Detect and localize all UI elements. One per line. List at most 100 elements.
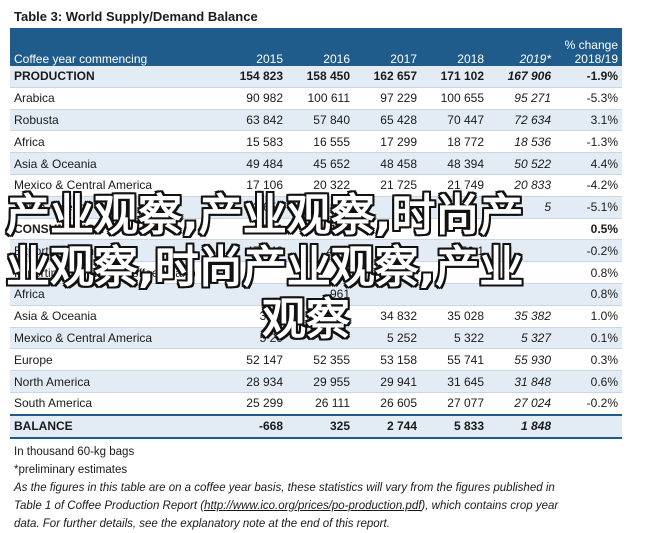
row-pct-change: -0.2% — [555, 392, 622, 416]
row-value — [488, 218, 555, 241]
row-value: 155 1 — [220, 218, 287, 241]
supply-demand-table-container: Table 3: World Supply/Demand Balance Cof… — [10, 6, 622, 533]
production-report-link[interactable]: http://www.ico.org/prices/po-production.… — [204, 499, 422, 512]
row-value: 29 941 — [354, 370, 421, 393]
row-value: 72 651 — [220, 196, 287, 219]
row-value: 158 — [287, 218, 354, 241]
row-value: 2 744 — [354, 413, 421, 439]
row-pct-change: -5.1% — [555, 196, 622, 219]
row-label: BALANCE — [10, 413, 220, 439]
table-row: CONSUMPTION 155 1 158 0.5% — [10, 218, 622, 241]
row-value: 20 322 — [287, 174, 354, 197]
table-row: Mexico & Central America 17 106 20 322 21 7… — [10, 174, 622, 197]
row-value: 5 29 — [220, 327, 287, 350]
row-value: 47 548 — [220, 239, 287, 263]
row-pct-change: -5.3% — [555, 87, 622, 110]
header-year: 2015 — [220, 28, 287, 66]
table-row: North America 28 934 29 955 29 941 31 645 31 … — [10, 370, 622, 393]
table-notes: In thousand 60-kg bags *preliminary esti… — [10, 443, 622, 533]
explanation-line-2: Table 1 of Coffee Production Report (htt… — [14, 497, 622, 515]
row-value: 18 772 — [421, 130, 488, 154]
row-label: Arabica — [10, 87, 220, 110]
row-value: 50 1 — [421, 239, 488, 263]
explanation-text: Table 1 of Coffee Production Report ( — [14, 499, 205, 512]
row-value: 17 299 — [354, 130, 421, 154]
row-label: Africa — [10, 130, 220, 154]
header-label: Coffee year commencing — [10, 28, 220, 66]
row-pct-change — [555, 413, 622, 439]
row-value — [354, 283, 421, 306]
explanation-line-3: data. For further details, see the expla… — [14, 517, 390, 530]
row-label: North America — [10, 370, 220, 393]
row-value: 48 5 — [287, 239, 354, 263]
row-pct-change: 3.1% — [555, 109, 622, 132]
row-label: Robusta — [10, 109, 220, 132]
row-label: Mexico & Central America — [10, 327, 220, 350]
row-value: 95 271 — [488, 87, 555, 110]
row-value: 16 555 — [287, 130, 354, 154]
table-row: Exporting countries 47 548 48 5 49 793 50 1 -… — [10, 239, 622, 263]
row-pct-change: 0.1% — [555, 327, 622, 350]
header-year: 2016 — [287, 28, 354, 66]
table-row: Europe 52 147 52 355 53 158 55 741 55 930 0.3% — [10, 348, 622, 372]
explanation-text: ), which contains crop year — [421, 499, 559, 512]
row-value — [421, 196, 488, 219]
table-row: Arabica 90 982 100 611 97 229 100 655 95 271-… — [10, 87, 622, 110]
row-value: 21 749 — [421, 174, 488, 197]
row-pct-change: -1.3% — [555, 130, 622, 154]
row-value: 63 842 — [220, 109, 287, 132]
header-pct-line2: 2018/19 — [574, 52, 618, 66]
row-value — [421, 283, 488, 306]
row-value — [354, 218, 421, 241]
row-value: 53 158 — [354, 348, 421, 372]
row-value: 26 111 — [287, 392, 354, 416]
table-row: Asia & Oceania 49 484 45 652 48 458 48 394 50… — [10, 152, 622, 175]
row-value: 29 955 — [287, 370, 354, 393]
row-value: 25 299 — [220, 392, 287, 416]
row-value: 49 484 — [220, 152, 287, 175]
table-row: Asia & Oceania 32 8 34 832 35 028 35 382 1.0% — [10, 305, 622, 328]
header-row: Coffee year commencing 2015 2016 2017 20… — [10, 28, 622, 66]
row-value: 100 611 — [287, 87, 354, 110]
row-value: 32 8 — [220, 305, 287, 328]
row-value: 35 028 — [421, 305, 488, 328]
row-value: -668 — [220, 413, 287, 439]
row-value: 70 447 — [421, 109, 488, 132]
header-year: 2017 — [354, 28, 421, 66]
row-value: 55 930 — [488, 348, 555, 372]
row-value: 34 832 — [354, 305, 421, 328]
row-label: Exporting countries — [10, 239, 220, 263]
row-value — [488, 261, 555, 284]
row-pct-change: 0.3% — [555, 348, 622, 372]
table-row: Africa 961 0.8% — [10, 283, 622, 306]
table-row: BALANCE -668 325 2 744 5 833 1 848 — [10, 413, 622, 439]
row-value — [488, 283, 555, 306]
row-value — [220, 261, 287, 284]
row-label: South America — [10, 392, 220, 416]
row-value: 1 848 — [488, 413, 555, 439]
row-value — [354, 261, 421, 284]
row-value: 5 322 — [421, 327, 488, 350]
row-value: 154 823 — [220, 66, 287, 88]
row-label: Asia & Oceania — [10, 152, 220, 175]
row-value: 45 652 — [287, 152, 354, 175]
row-value: 48 394 — [421, 152, 488, 175]
table-row: PRODUCTION 154 823 158 450 162 657 171 102 16… — [10, 66, 622, 88]
row-value: 28 934 — [220, 370, 287, 393]
row-value: 31 848 — [488, 370, 555, 393]
row-value: 52 147 — [220, 348, 287, 372]
row-value: 158 450 — [287, 66, 354, 88]
row-pct-change: -1.9% — [555, 66, 622, 88]
row-pct-change: 0.6% — [555, 370, 622, 393]
row-value: 65 428 — [354, 109, 421, 132]
preliminary-note: *preliminary estimates — [14, 463, 128, 476]
row-value — [287, 327, 354, 350]
row-value — [488, 239, 555, 263]
table-row: South America 72 651 75 920 5 -5.1% — [10, 196, 622, 219]
row-value — [287, 305, 354, 328]
row-pct-change: -0.2% — [555, 239, 622, 263]
row-value: 31 645 — [421, 370, 488, 393]
table-row: Mexico & Central America 5 29 5 252 5 322 5 … — [10, 327, 622, 350]
row-value — [421, 218, 488, 241]
table-row: Robusta 63 842 57 840 65 428 70 447 72 634 3.1… — [10, 109, 622, 132]
